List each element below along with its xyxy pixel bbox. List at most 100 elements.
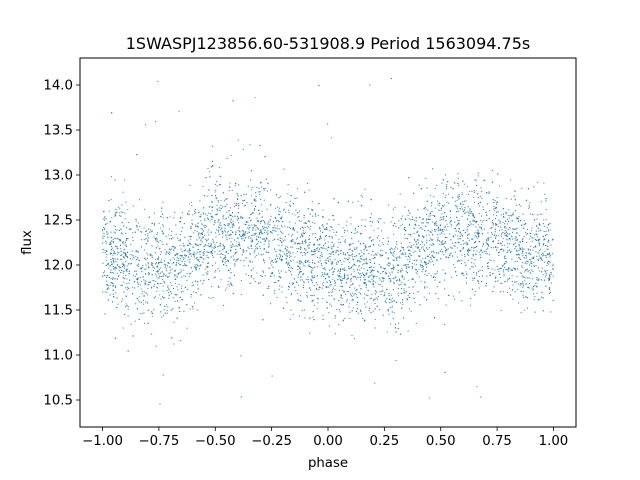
data-point — [196, 284, 198, 286]
data-point — [158, 270, 160, 272]
data-point — [404, 218, 407, 220]
data-point — [188, 242, 191, 244]
data-point — [425, 263, 427, 265]
data-point — [200, 228, 202, 230]
data-point — [143, 322, 146, 325]
data-point — [460, 233, 462, 235]
data-point — [540, 248, 542, 250]
data-point — [304, 191, 306, 193]
data-point — [116, 251, 119, 253]
data-point — [499, 226, 501, 228]
data-point — [333, 250, 335, 252]
data-point — [232, 231, 234, 233]
data-point — [343, 277, 345, 280]
data-point — [265, 251, 267, 253]
data-point — [311, 275, 313, 277]
data-point — [354, 293, 356, 295]
data-point — [514, 199, 516, 201]
data-point — [511, 220, 513, 222]
data-point — [287, 261, 290, 263]
data-point — [262, 319, 264, 321]
data-point — [327, 259, 329, 261]
data-point — [440, 209, 442, 211]
data-point — [207, 262, 210, 264]
data-point — [401, 267, 403, 269]
data-point — [123, 251, 125, 253]
data-point — [286, 302, 288, 304]
data-point — [156, 265, 159, 267]
data-point — [479, 254, 481, 256]
data-point — [161, 279, 164, 281]
data-point — [159, 261, 161, 264]
data-point — [456, 195, 459, 197]
data-point — [540, 201, 542, 203]
data-point — [222, 216, 224, 218]
data-point — [400, 249, 402, 252]
data-point — [132, 236, 134, 238]
data-point — [245, 231, 247, 233]
data-point — [409, 253, 411, 255]
data-point — [221, 227, 223, 229]
data-point — [352, 298, 354, 300]
data-point — [147, 235, 149, 237]
data-point — [465, 277, 467, 279]
data-point — [277, 228, 279, 230]
data-point — [362, 317, 364, 319]
data-point — [176, 300, 179, 302]
data-point — [523, 309, 526, 311]
data-point — [287, 263, 289, 265]
data-point — [105, 223, 107, 225]
data-point — [352, 253, 354, 255]
data-point — [452, 196, 454, 199]
data-point — [123, 291, 125, 293]
data-point — [377, 227, 379, 229]
data-point — [439, 224, 441, 226]
data-point — [278, 221, 280, 223]
data-point — [122, 241, 124, 244]
data-point — [147, 271, 150, 274]
data-point — [110, 261, 112, 263]
data-point — [215, 198, 217, 200]
data-point — [492, 290, 494, 293]
data-point — [550, 311, 552, 313]
data-point — [237, 198, 239, 200]
data-point — [188, 249, 190, 251]
data-point — [450, 239, 452, 241]
data-point — [328, 325, 331, 327]
data-point — [365, 262, 367, 265]
data-point — [151, 286, 153, 289]
data-point — [542, 310, 544, 312]
data-point — [110, 282, 112, 284]
data-point — [204, 238, 206, 241]
data-point — [148, 231, 151, 233]
data-point — [418, 255, 421, 257]
data-point — [230, 222, 232, 224]
data-point — [308, 238, 310, 240]
data-point — [394, 323, 397, 325]
data-point — [307, 279, 309, 281]
data-point — [510, 179, 512, 181]
data-point — [114, 269, 116, 271]
data-point — [361, 224, 363, 227]
data-point — [435, 184, 437, 186]
data-point — [201, 228, 203, 230]
data-point — [202, 261, 204, 263]
data-point — [112, 284, 114, 286]
data-point — [173, 297, 175, 299]
data-point — [544, 269, 546, 272]
data-point — [236, 203, 238, 205]
data-point — [203, 218, 205, 220]
data-point — [552, 238, 554, 240]
data-point — [373, 229, 375, 232]
data-point — [242, 249, 244, 251]
data-point — [138, 301, 140, 303]
data-point — [148, 272, 150, 275]
data-point — [140, 280, 142, 282]
data-point — [498, 270, 500, 273]
data-point — [464, 253, 466, 255]
data-point — [286, 226, 289, 228]
data-point — [276, 258, 279, 260]
data-point — [266, 231, 268, 233]
data-point — [219, 250, 221, 252]
data-point — [473, 196, 475, 199]
